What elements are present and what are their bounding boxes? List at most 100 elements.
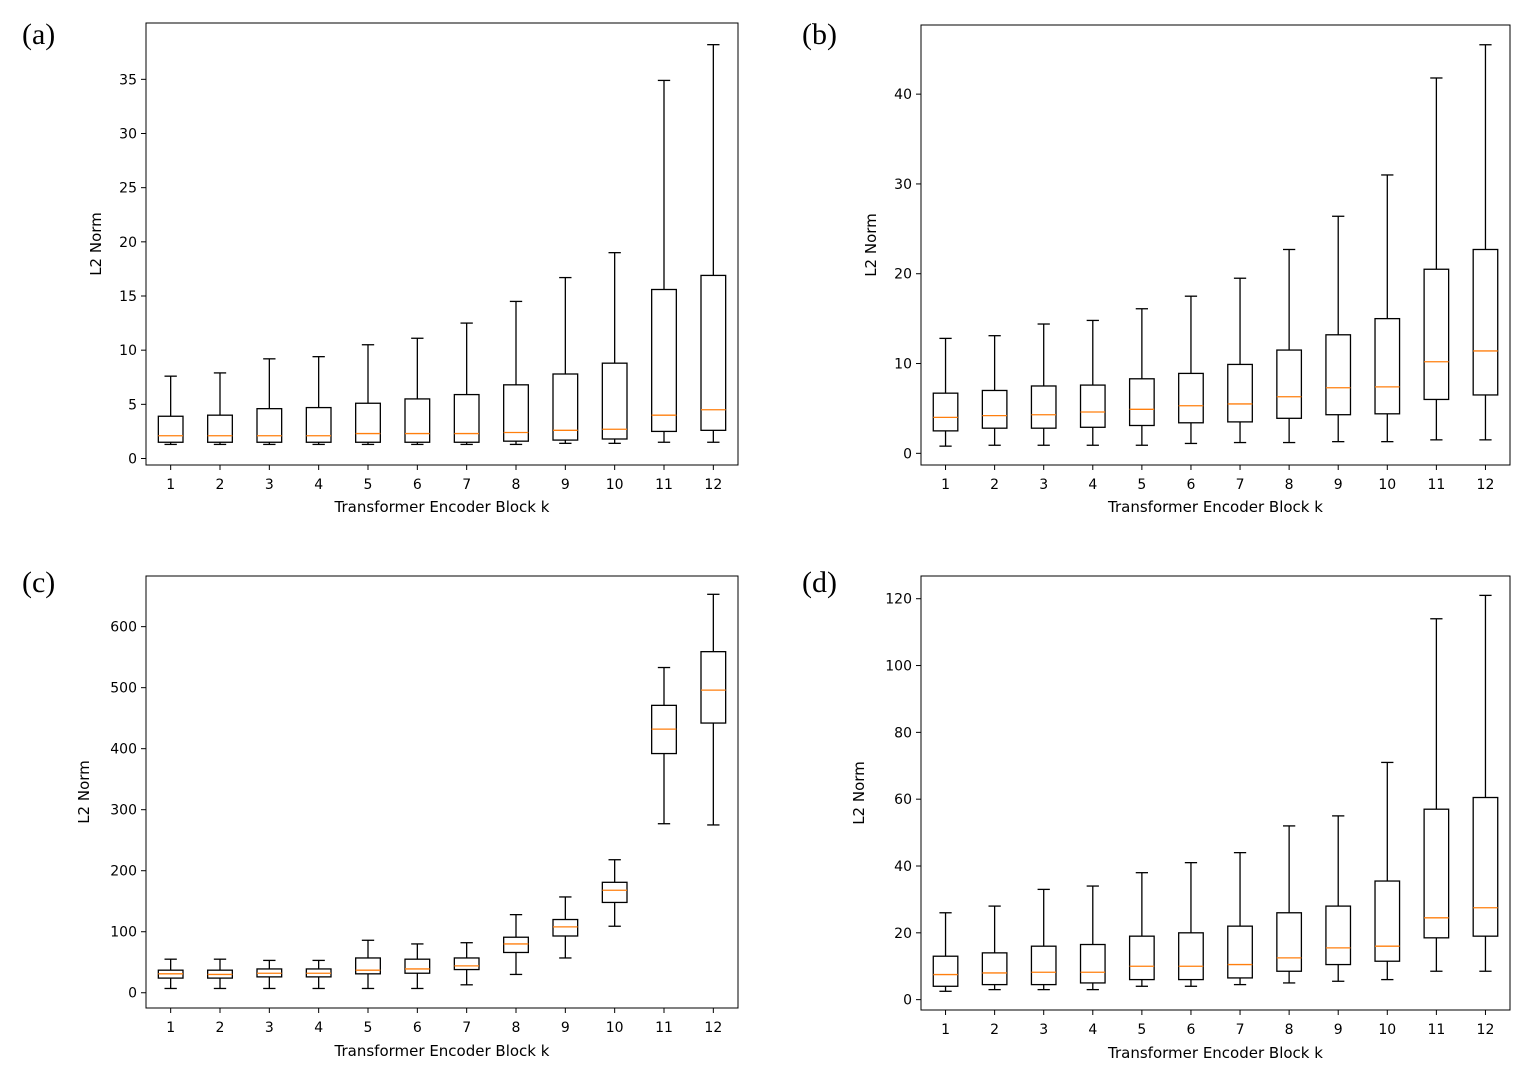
x-tick-label: 4	[1088, 477, 1097, 493]
box-4	[1079, 885, 1106, 991]
box-iqr	[1472, 796, 1499, 937]
y-tick-label: 300	[110, 803, 137, 819]
y-tick-label: 400	[110, 742, 137, 758]
y-axis-label: L2 Norm	[87, 212, 105, 276]
box-12	[700, 44, 727, 443]
box-7	[453, 322, 480, 446]
y-tick-label: 100	[110, 925, 137, 941]
x-tick-label: 10	[606, 477, 624, 493]
box-7	[1227, 851, 1253, 986]
x-tick-label: 8	[1285, 1022, 1294, 1038]
x-tick-label: 10	[1378, 477, 1396, 493]
x-tick-label: 7	[1236, 477, 1245, 493]
box-iqr	[1423, 808, 1450, 939]
x-tick-label: 1	[941, 477, 950, 493]
box-iqr	[1374, 317, 1401, 415]
box-10	[601, 252, 628, 444]
y-tick-label: 60	[894, 792, 912, 808]
y-tick-label: 40	[894, 859, 912, 875]
x-tick-label: 12	[1477, 1022, 1495, 1038]
box-iqr	[1276, 349, 1303, 419]
box-10	[1374, 761, 1401, 981]
x-tick-label: 3	[265, 1020, 274, 1036]
x-tick-label: 3	[1039, 477, 1048, 493]
x-axis-label: Transformer Encoder Block k	[334, 1042, 550, 1060]
y-tick-label: 0	[903, 993, 912, 1009]
y-tick-label: 80	[894, 725, 912, 741]
x-tick-label: 7	[462, 1020, 471, 1036]
box-iqr	[503, 384, 529, 442]
y-tick-label: 30	[119, 127, 137, 143]
y-tick-label: 25	[119, 181, 137, 197]
box-iqr	[981, 952, 1008, 986]
x-tick-label: 8	[512, 1020, 521, 1036]
box-4	[305, 959, 332, 990]
y-tick-label: 0	[903, 446, 912, 462]
x-tick-label: 2	[990, 1022, 999, 1038]
box-iqr	[1227, 363, 1253, 423]
y-tick-label: 20	[119, 235, 137, 251]
x-tick-label: 9	[1334, 477, 1343, 493]
x-tick-label: 1	[166, 1020, 175, 1036]
box-5	[355, 344, 381, 446]
box-8	[503, 300, 529, 446]
box-11	[1423, 618, 1450, 972]
y-tick-label: 100	[885, 659, 912, 675]
box-iqr	[1472, 248, 1499, 396]
box-iqr	[1374, 880, 1401, 962]
box-iqr	[1128, 378, 1155, 427]
box-iqr	[981, 389, 1008, 429]
box-iqr	[932, 392, 959, 432]
y-tick-label: 35	[119, 72, 137, 88]
y-tick-label: 10	[894, 357, 912, 373]
x-tick-label: 6	[1186, 1022, 1195, 1038]
box-8	[503, 913, 529, 976]
x-tick-label: 5	[1137, 477, 1146, 493]
box-iqr	[503, 936, 529, 954]
box-11	[651, 666, 677, 825]
x-tick-label: 3	[1039, 1022, 1048, 1038]
box-iqr	[1178, 372, 1204, 424]
y-axis-label: L2 Norm	[862, 213, 880, 277]
box-7	[1227, 277, 1253, 444]
axes-frame	[920, 24, 1511, 466]
box-9	[1325, 215, 1352, 443]
y-tick-label: 0	[128, 452, 137, 468]
x-tick-label: 9	[561, 1020, 570, 1036]
box-6	[404, 943, 431, 990]
box-iqr	[1276, 912, 1303, 972]
box-10	[1374, 174, 1401, 443]
box-iqr	[700, 651, 727, 724]
x-tick-label: 11	[1427, 477, 1445, 493]
x-tick-label: 12	[704, 1020, 722, 1036]
box-4	[1079, 319, 1106, 446]
x-tick-label: 2	[990, 477, 999, 493]
box-3	[1030, 888, 1057, 991]
box-iqr	[453, 957, 480, 971]
y-tick-label: 20	[894, 926, 912, 942]
box-iqr	[1423, 268, 1450, 401]
box-iqr	[256, 408, 283, 443]
panel-label-d: (d)	[802, 566, 837, 599]
x-tick-label: 3	[265, 477, 274, 493]
x-tick-label: 7	[462, 477, 471, 493]
x-tick-label: 11	[655, 477, 673, 493]
panel-label-b: (b)	[802, 18, 837, 51]
x-tick-label: 9	[1334, 1022, 1343, 1038]
box-8	[1276, 248, 1303, 444]
box-6	[404, 337, 431, 446]
box-1	[157, 375, 184, 446]
box-iqr	[651, 288, 677, 433]
x-axis-label: Transformer Encoder Block k	[1107, 1044, 1323, 1062]
box-iqr	[1128, 935, 1155, 981]
box-iqr	[1030, 385, 1057, 429]
x-tick-label: 5	[364, 1020, 373, 1036]
box-iqr	[601, 362, 628, 440]
y-tick-label: 10	[119, 343, 137, 359]
x-tick-label: 7	[1236, 1022, 1245, 1038]
y-tick-label: 200	[110, 864, 137, 880]
box-iqr	[1079, 384, 1106, 428]
